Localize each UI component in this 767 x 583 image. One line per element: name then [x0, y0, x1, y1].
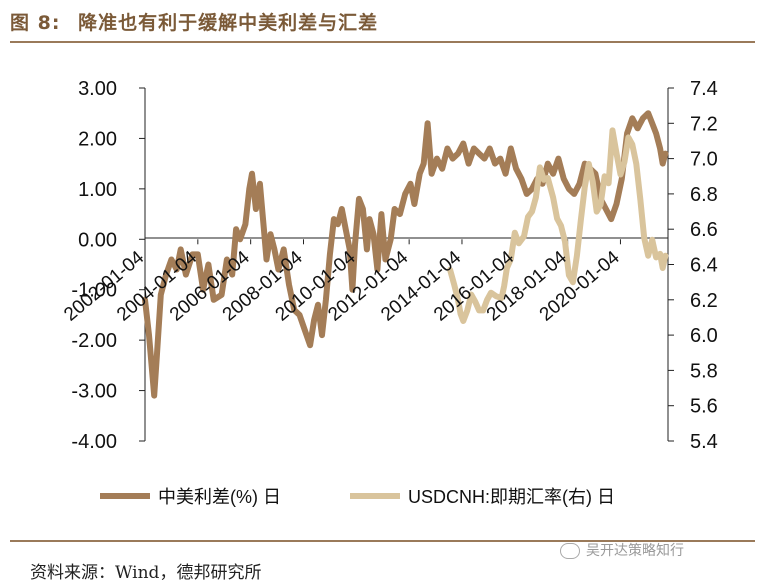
wechat-icon [560, 543, 580, 559]
right-tick-label: 5.8 [690, 360, 718, 382]
left-tick-label: 0.00 [78, 229, 117, 251]
right-tick-label: 7.0 [690, 149, 718, 171]
series-line-spread [142, 110, 669, 399]
right-tick-label: 7.4 [690, 78, 718, 100]
left-tick-label: 3.00 [78, 78, 117, 100]
figure-title-text: 降准也有利于缓解中美利差与汇差 [78, 12, 379, 34]
left-tick-label: -2.00 [71, 330, 117, 352]
top-divider [10, 41, 755, 43]
legend-label-fx: USDCNH:即期汇率(右) 日 [408, 487, 615, 507]
right-tick-label: 6.4 [690, 255, 718, 277]
left-tick-label: -3.00 [71, 381, 117, 403]
left-tick-label: -1.00 [71, 280, 117, 302]
left-tick-label: 2.00 [78, 128, 117, 150]
figure-number: 图 8: [10, 12, 61, 34]
bottom-divider [10, 540, 755, 542]
legend-label-spread: 中美利差(%) 日 [158, 487, 281, 507]
watermark: 吴开达策略知行 [560, 540, 684, 560]
series-line-usdcnh [447, 127, 669, 324]
right-tick-label: 6.6 [690, 219, 718, 241]
plot-area [142, 110, 669, 399]
right-tick-label: 6.0 [690, 325, 718, 347]
right-axis: 7.4 7.2 7.0 6.8 6.6 6.4 6.2 6.0 5.8 5.6 5.4 [668, 78, 718, 453]
left-axis: 3.00 2.00 1.00 0.00 -1.00 -2.00 -3.00 -4.00 [71, 78, 145, 453]
figure-title: 图 8: 降准也有利于缓解中美利差与汇差 [10, 8, 378, 35]
right-tick-label: 5.6 [690, 396, 718, 418]
legend: 中美利差(%) 日 USDCNH:即期汇率(右) 日 [100, 487, 615, 507]
right-tick-label: 6.2 [690, 290, 718, 312]
left-tick-label: -4.00 [71, 431, 117, 453]
right-tick-label: 5.4 [690, 431, 718, 453]
right-tick-label: 6.8 [690, 184, 718, 206]
source-note: 资料来源：Wind，德邦研究所 [30, 563, 262, 583]
chart: 3.00 2.00 1.00 0.00 -1.00 -2.00 -3.00 -4.00 7.4… [60, 78, 718, 507]
left-tick-label: 1.00 [78, 179, 117, 201]
watermark-text: 吴开达策略知行 [586, 543, 684, 559]
right-tick-label: 7.2 [690, 113, 718, 135]
